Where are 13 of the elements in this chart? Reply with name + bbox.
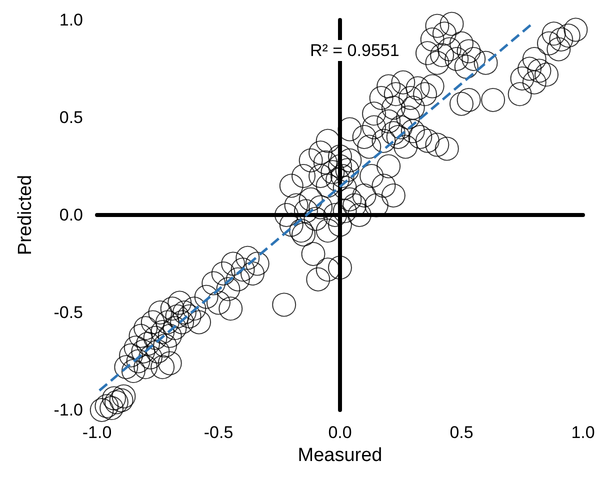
x-tick-label: -1.0 [82,423,112,442]
y-tick-label: 1.0 [59,10,83,30]
y-tick-label: 0.5 [59,108,83,127]
y-tick-label: 0.0 [59,206,83,224]
x-tick-label: 0.5 [450,423,474,442]
y-axis-title: Predicted [15,174,36,256]
x-tick-label: -0.5 [204,423,234,442]
annotation: R² = 0.9551 [310,41,400,60]
y-tick-label: -0.5 [54,303,83,322]
x-tick-label: 0.0 [328,423,352,442]
x-axis-title: Measured [298,444,382,466]
y-tick-label: -1.0 [54,400,83,420]
x-tick-label: 1.0 [571,423,595,442]
